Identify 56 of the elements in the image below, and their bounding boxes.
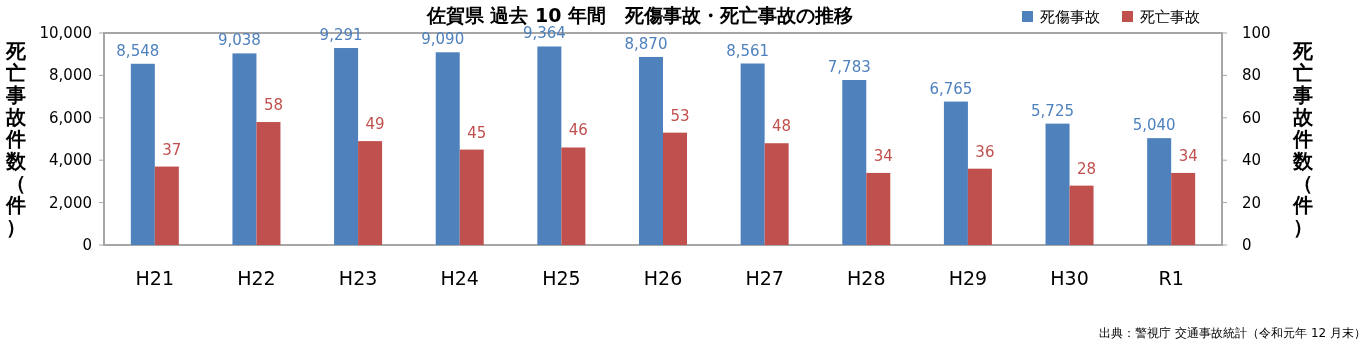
data-label: 45 — [467, 123, 487, 142]
y2-tick-label: 60 — [1242, 108, 1262, 127]
x-tick-label: H28 — [847, 267, 886, 289]
data-label: 34 — [873, 146, 893, 165]
data-label: 36 — [975, 142, 995, 161]
text: 死亡事故件数（件） — [6, 39, 26, 239]
y-tick-label: 0 — [82, 236, 92, 254]
data-label: 5,040 — [1132, 116, 1176, 135]
data-label: 9,291 — [319, 26, 363, 45]
y-tick-label: 2,000 — [49, 193, 92, 212]
data-label: 9,038 — [217, 31, 261, 50]
bar — [1045, 123, 1070, 245]
chart-title: 佐賀県 過去 10 年間 死傷事故・死亡事故の推移 — [425, 4, 854, 26]
text: 死亡事故件数（件） — [1293, 39, 1313, 239]
bar — [130, 63, 155, 245]
x-tick-label: H27 — [745, 267, 784, 289]
x-tick-label: H26 — [643, 267, 683, 289]
data-label: 49 — [365, 115, 385, 134]
x-tick-label: H23 — [338, 267, 378, 289]
x-tick-label: H24 — [440, 267, 479, 289]
bar — [537, 46, 562, 245]
x-tick-label: R1 — [1158, 267, 1184, 289]
x-tick-label: H29 — [948, 267, 988, 289]
data-label: 5,725 — [1031, 101, 1075, 120]
x-tick-label: H21 — [135, 267, 175, 289]
bar — [842, 80, 867, 245]
y-tick-label: 10,000 — [39, 24, 92, 42]
data-label: 37 — [162, 140, 182, 159]
source-note: 出典：警視庁 交通事故統計（令和元年 12 月末） — [1099, 326, 1366, 340]
y-tick-label: 4,000 — [49, 151, 92, 170]
data-label: 28 — [1077, 159, 1097, 178]
data-label: 8,561 — [726, 41, 770, 60]
y2-tick-label: 40 — [1242, 151, 1262, 170]
data-label: 46 — [568, 121, 588, 140]
data-label: 8,870 — [624, 34, 668, 53]
y2-tick-label: 100 — [1242, 24, 1271, 42]
data-label: 58 — [263, 96, 283, 115]
y2-tick-label: 0 — [1242, 236, 1252, 254]
data-label: 34 — [1178, 146, 1198, 165]
y-tick-label: 8,000 — [49, 66, 92, 85]
legend-label: 死亡事故 — [1140, 8, 1200, 26]
y-tick-label: 6,000 — [49, 108, 92, 127]
y2-tick-label: 20 — [1242, 193, 1262, 212]
x-tick-label: H25 — [542, 267, 581, 289]
data-label: 6,765 — [929, 79, 973, 98]
data-label: 9,090 — [421, 30, 465, 49]
data-label: 9,364 — [522, 24, 566, 43]
x-tick-label: H22 — [237, 267, 276, 289]
x-tick-label: H30 — [1050, 267, 1089, 289]
bar — [435, 52, 460, 245]
data-label: 48 — [772, 117, 792, 136]
data-label: 53 — [670, 106, 690, 125]
data-label: 7,783 — [827, 58, 871, 76]
legend-label: 死傷事故 — [1040, 8, 1100, 26]
data-label: 8,548 — [116, 41, 160, 60]
y2-tick-label: 80 — [1242, 66, 1262, 85]
